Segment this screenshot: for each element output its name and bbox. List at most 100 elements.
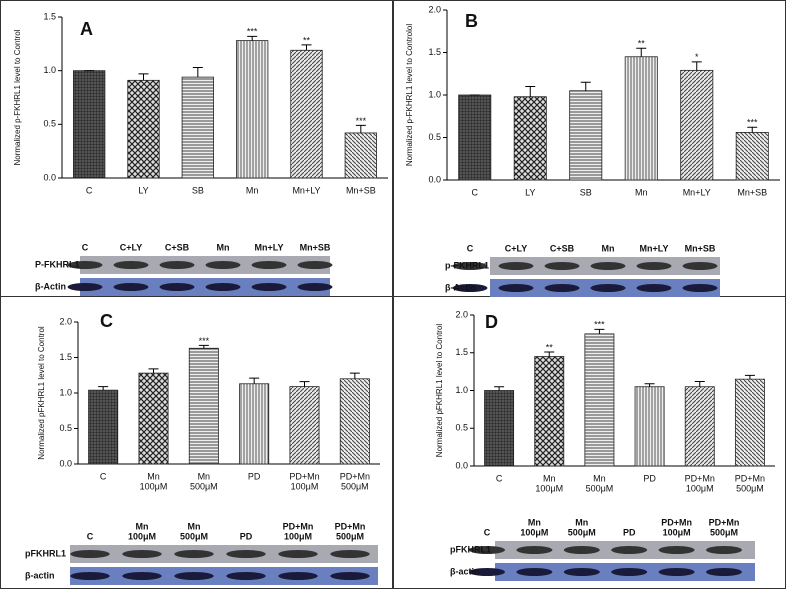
blot-band — [658, 546, 695, 554]
blot-band — [278, 550, 318, 558]
x-tick-label: LY — [525, 187, 535, 197]
x-tick-label: Mn — [593, 473, 606, 483]
significance: ** — [303, 35, 311, 45]
x-tick-label: Mn — [635, 187, 648, 197]
x-tick-label: 100μM — [291, 481, 319, 491]
bar — [73, 70, 106, 179]
blot-band — [122, 572, 162, 580]
x-tick-label: 500μM — [736, 483, 764, 493]
blot-band — [516, 546, 553, 554]
error-bar — [198, 344, 209, 349]
lane-label: 500μM — [710, 527, 738, 537]
lane-label: PD+Mn — [283, 521, 314, 531]
x-tick-label: 500μM — [586, 483, 614, 493]
blot-band — [251, 283, 287, 291]
blot-band — [226, 550, 266, 558]
blot-band — [67, 261, 103, 269]
error-bar — [494, 386, 505, 391]
bar — [339, 378, 370, 465]
lane-label: Mn+SB — [685, 243, 716, 253]
blot-band — [682, 284, 718, 292]
panel-label: A — [80, 19, 93, 39]
blot-band — [113, 283, 149, 291]
y-tick-label: 0.5 — [59, 423, 72, 433]
x-tick-label: C — [86, 185, 93, 195]
blot-band — [122, 550, 162, 558]
bar — [239, 383, 270, 465]
bar — [188, 347, 219, 465]
blot-strip — [70, 545, 378, 563]
blot-band — [498, 284, 534, 292]
x-tick-label: PD+Mn — [289, 471, 319, 481]
error-bar — [636, 47, 647, 57]
x-tick-label: PD+Mn — [735, 473, 765, 483]
x-tick-label: PD — [248, 471, 261, 481]
x-tick-label: Mn+LY — [683, 187, 711, 197]
lane-label: C+SB — [165, 242, 190, 252]
x-tick-label: PD — [643, 473, 656, 483]
lane-label: PD+Mn — [709, 517, 740, 527]
y-tick-label: 1.0 — [59, 387, 72, 397]
blot-row-label: β-actin — [450, 566, 480, 576]
lane-label: C+LY — [120, 242, 142, 252]
blot-band — [113, 261, 149, 269]
blot-strip — [80, 278, 330, 296]
x-tick-label: SB — [192, 185, 204, 195]
lane-label: PD — [240, 531, 253, 541]
x-tick-label: 500μM — [190, 481, 218, 491]
y-tick-label: 2.0 — [455, 309, 468, 319]
x-tick-label: C — [100, 471, 107, 481]
bar — [236, 40, 269, 179]
bar — [344, 132, 377, 179]
blot-band — [330, 550, 370, 558]
y-tick-label: 1.5 — [455, 347, 468, 357]
y-tick-label: 0.0 — [43, 172, 56, 182]
lane-label: C — [467, 243, 474, 253]
y-tick-label: 0.5 — [455, 423, 468, 433]
blot-band — [636, 284, 672, 292]
blot-row-label: β-actin — [25, 570, 55, 580]
blot-band — [468, 568, 506, 576]
error-bar — [747, 126, 758, 133]
lane-label: C — [87, 531, 94, 541]
blot-band — [682, 262, 718, 270]
lane-label: Mn — [217, 242, 230, 252]
error-bar — [299, 381, 310, 387]
x-tick-label: C — [472, 187, 479, 197]
blot-band — [636, 262, 672, 270]
x-tick-label: 100μM — [140, 481, 168, 491]
significance: ** — [546, 342, 554, 352]
significance: *** — [199, 336, 210, 346]
x-tick-label: SB — [580, 187, 592, 197]
blot-band — [498, 262, 534, 270]
x-tick-label: 100μM — [535, 483, 563, 493]
blot-band — [297, 283, 333, 291]
lane-label: PD — [623, 527, 636, 537]
blot-row-label: β-Actin — [35, 281, 66, 291]
lane-label: Mn+LY — [255, 242, 284, 252]
x-tick-label: C — [496, 473, 503, 483]
bar — [513, 96, 547, 181]
error-bar — [249, 377, 260, 384]
panel-border — [0, 296, 393, 589]
bar — [569, 90, 603, 181]
error-bar — [98, 386, 109, 391]
y-tick-label: 2.0 — [428, 4, 441, 14]
lane-label: PD+Mn — [661, 517, 692, 527]
y-axis-label: Normalized pFKHRL1 level to Control — [435, 324, 444, 458]
blot-band — [67, 283, 103, 291]
error-bar — [138, 73, 149, 81]
lane-label: 100μM — [520, 527, 548, 537]
significance: *** — [594, 320, 605, 330]
y-tick-label: 0.5 — [428, 132, 441, 142]
blot-band — [658, 568, 695, 576]
error-bar — [525, 86, 536, 97]
bar — [634, 386, 665, 467]
blot-row-label: β-Actin — [445, 282, 476, 292]
y-axis-label: Normalized pFKHRL1 level to Control — [37, 326, 46, 460]
blot-row-label: pFKHRL1 — [450, 544, 491, 554]
blot-band — [468, 546, 506, 554]
error-bar — [594, 328, 605, 334]
error-bar — [544, 351, 555, 357]
x-tick-label: 500μM — [341, 481, 369, 491]
